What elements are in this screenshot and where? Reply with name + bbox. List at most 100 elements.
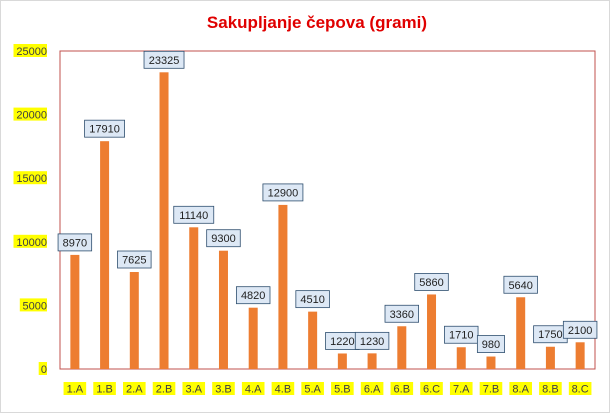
data-label: 1230 (354, 331, 390, 350)
x-tick-label: 8.A (512, 384, 529, 396)
y-tick: 5000 (19, 298, 47, 312)
data-label-text: 5860 (419, 277, 443, 289)
data-label-text: 980 (482, 339, 500, 351)
chart-title: Sakupljanje čepova (grami) (207, 13, 427, 32)
data-label-text: 4820 (241, 290, 265, 302)
data-label: 9300 (206, 229, 241, 248)
x-tick: 3.A (182, 382, 206, 396)
bar (129, 272, 139, 369)
data-label-box (143, 50, 185, 69)
bar (100, 141, 110, 369)
bar (545, 346, 555, 369)
data-label-text: 23325 (149, 55, 180, 67)
y-tick-label: 0 (41, 364, 47, 376)
data-label-box (295, 290, 330, 309)
x-tick: 8.B (539, 382, 562, 396)
bar (189, 227, 199, 369)
data-label: 5640 (503, 275, 538, 294)
bar (308, 311, 318, 369)
x-tick-highlight (123, 382, 146, 395)
x-tick-highlight (360, 382, 384, 395)
x-tick-highlight (479, 382, 503, 395)
x-tick: 2.B (152, 382, 176, 396)
data-label-box (173, 205, 215, 224)
data-label-text: 11140 (179, 210, 208, 222)
x-tick-label: 3.B (215, 384, 232, 396)
data-label-box (503, 275, 538, 294)
x-tick-highlight (331, 382, 354, 395)
x-tick-label: 8.C (572, 384, 589, 396)
data-label-box (57, 233, 93, 252)
data-label-text: 2100 (568, 325, 592, 337)
bar (159, 72, 169, 369)
x-tick: 7.A (449, 382, 473, 396)
x-tick-highlight (271, 382, 295, 395)
y-tick: 25000 (13, 44, 47, 58)
data-label: 17910 (84, 119, 125, 138)
y-tick-label: 15000 (16, 173, 47, 185)
x-tick-label: 6.A (364, 384, 381, 396)
data-label-text: 1220 (330, 336, 354, 348)
data-label-text: 4510 (300, 294, 324, 306)
y-tick-highlight (13, 107, 47, 121)
x-tick-label: 4.B (275, 384, 292, 396)
x-tick-highlight (93, 382, 116, 395)
x-tick: 1.B (93, 382, 116, 396)
x-tick-highlight (212, 382, 235, 395)
y-tick: 20000 (13, 107, 47, 122)
data-label: 980 (476, 335, 505, 353)
x-tick: 6.A (360, 382, 384, 396)
data-label-text: 17910 (89, 124, 120, 136)
x-tick-label: 1.B (96, 384, 113, 396)
x-tick-label: 1.A (67, 384, 84, 396)
y-tick-label: 5000 (23, 300, 47, 312)
data-label-box (235, 286, 271, 305)
data-label: 5860 (414, 273, 449, 291)
x-tick-label: 2.A (126, 384, 143, 396)
x-tick-label: 5.A (304, 384, 321, 396)
data-label-text: 7625 (122, 255, 146, 267)
x-tick-label: 6.B (394, 384, 411, 396)
data-label-text: 8970 (63, 237, 87, 249)
x-tick-highlight (509, 382, 532, 395)
x-tick-highlight (182, 382, 206, 395)
bar (397, 326, 407, 369)
bar (516, 297, 526, 369)
x-tick: 8.A (509, 382, 532, 396)
data-label: 1750 (533, 325, 568, 344)
x-tick-highlight (390, 382, 414, 395)
data-label-box (354, 331, 390, 350)
data-label: 12900 (262, 183, 304, 202)
data-label: 3360 (384, 304, 420, 323)
y-tick: 0 (38, 362, 47, 376)
data-label: 11140 (173, 205, 215, 224)
x-tick-highlight (241, 382, 265, 395)
data-label: 4820 (235, 286, 271, 305)
bar (367, 353, 377, 369)
data-label-box (262, 183, 304, 202)
bar (456, 347, 466, 369)
bar (248, 307, 258, 369)
data-label-box (384, 304, 420, 323)
bar (218, 250, 228, 369)
y-tick: 15000 (13, 171, 47, 185)
bar (486, 356, 496, 369)
data-label-box (84, 119, 125, 138)
x-tick: 8.C (568, 382, 592, 396)
bar (427, 294, 437, 369)
data-label: 8970 (57, 233, 93, 252)
y-tick-highlight (19, 298, 47, 312)
x-tick: 7.B (479, 382, 503, 396)
x-tick: 5.A (301, 382, 324, 396)
x-tick: 3.B (212, 382, 235, 396)
x-tick: 6.C (420, 382, 443, 396)
data-label-text: 5640 (508, 280, 532, 292)
data-label-text: 12900 (268, 187, 299, 199)
data-label-box (444, 325, 479, 344)
x-tick: 1.A (63, 382, 87, 396)
data-label: 2100 (562, 320, 598, 339)
x-tick-label: 7.A (453, 384, 470, 396)
x-tick: 6.B (390, 382, 414, 396)
